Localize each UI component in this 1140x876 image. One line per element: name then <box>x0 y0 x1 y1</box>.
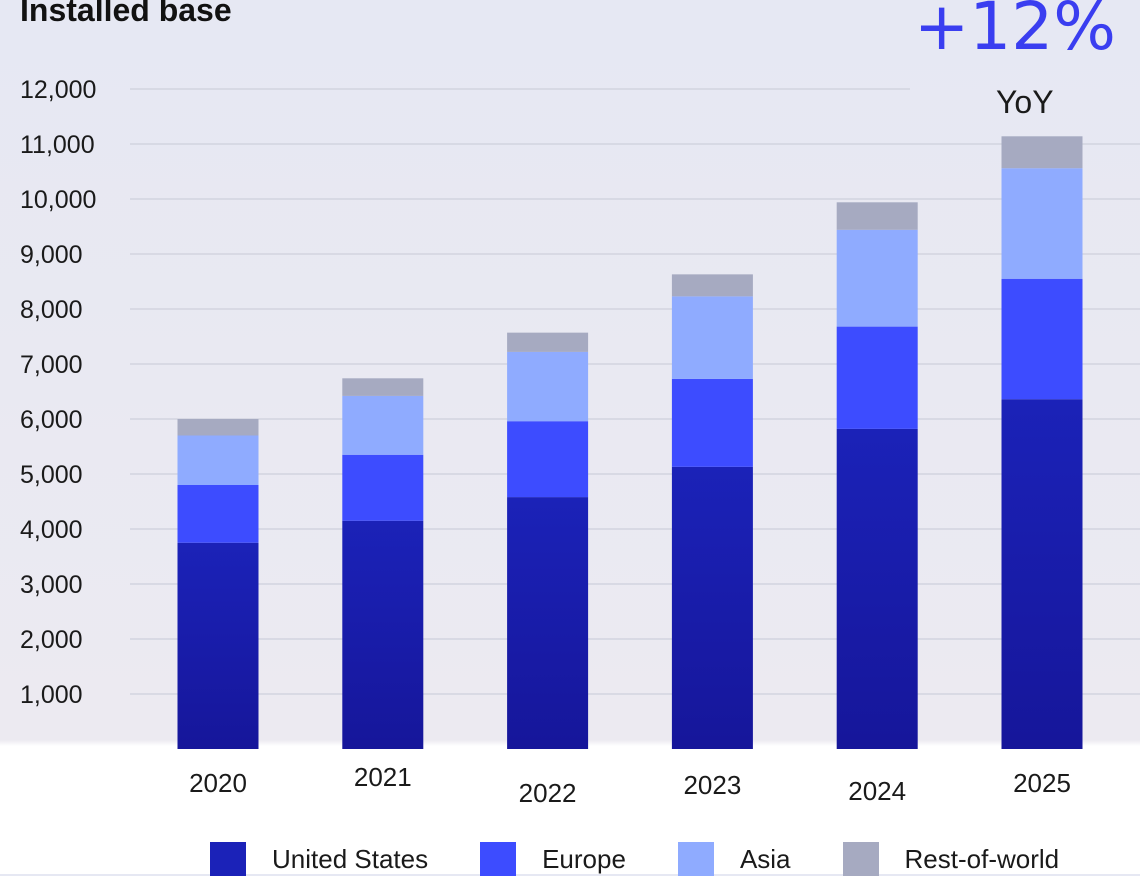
bar-asia-2020 <box>177 435 259 485</box>
legend-item: Europe <box>480 842 626 876</box>
bars <box>177 136 1083 749</box>
bar-asia-2022 <box>507 351 589 422</box>
bar-united-states-2023 <box>671 466 753 749</box>
chart-title: Installed base <box>20 0 232 28</box>
bar-asia-2025 <box>1001 168 1083 279</box>
bar-rest-of-world-2021 <box>342 378 424 396</box>
bar-rest-of-world-2025 <box>1001 136 1083 169</box>
bar-rest-of-world-2020 <box>177 419 259 436</box>
y-tick-label: 12,000 <box>20 76 96 104</box>
legend-swatch <box>677 842 714 876</box>
y-tick-label: 8,000 <box>20 296 83 324</box>
x-tick-label: 2024 <box>848 776 906 806</box>
bar-united-states-2022 <box>507 497 589 749</box>
x-axis-ticks: 2020 2021 2022 2023 2024 2025 <box>189 762 1071 808</box>
bar-rest-of-world-2024 <box>836 202 918 230</box>
x-tick-label: 2021 <box>354 762 412 792</box>
legend-item: United States <box>210 842 428 876</box>
bar-rest-of-world-2022 <box>507 332 589 352</box>
bar-united-states-2021 <box>342 520 424 749</box>
legend-label: Europe <box>542 843 626 874</box>
bar-europe-2021 <box>342 454 424 521</box>
yoy-growth-value: +12% <box>914 0 1116 65</box>
gridlines <box>130 88 1140 695</box>
bar-asia-2021 <box>342 395 424 455</box>
bar-asia-2023 <box>671 296 753 379</box>
y-tick-label: 10,000 <box>20 186 96 214</box>
y-tick-label: 1,000 <box>20 681 83 709</box>
bar-asia-2024 <box>836 229 918 327</box>
yoy-growth-caption: YoY <box>996 84 1054 120</box>
legend-swatch <box>480 842 517 876</box>
y-tick-label: 5,000 <box>20 461 83 489</box>
bar-europe-2020 <box>177 485 259 543</box>
legend-item: Asia <box>677 842 791 876</box>
bar-united-states-2025 <box>1001 399 1083 749</box>
bar-united-states-2020 <box>177 542 259 749</box>
bar-europe-2025 <box>1001 278 1083 400</box>
bar-rest-of-world-2023 <box>671 274 753 297</box>
y-axis-ticks: 1,000 2,000 3,000 4,000 5,000 6,000 7,000 8,000… <box>20 76 96 709</box>
legend-item: Rest-of-world <box>842 842 1060 876</box>
y-tick-label: 7,000 <box>20 351 83 379</box>
legend-swatch <box>210 842 246 876</box>
legend: United States Europe Asia Rest-of-world <box>210 842 1059 876</box>
legend-swatch <box>842 842 879 876</box>
bar-united-states-2024 <box>836 428 918 749</box>
y-tick-label: 9,000 <box>20 241 83 269</box>
bar-europe-2024 <box>836 326 918 429</box>
legend-label: Asia <box>739 843 791 874</box>
x-tick-label: 2022 <box>519 778 577 808</box>
y-tick-label: 2,000 <box>20 626 83 654</box>
y-tick-label: 11,000 <box>20 131 95 159</box>
legend-label: United States <box>272 843 429 874</box>
x-tick-label: 2023 <box>683 770 741 800</box>
y-tick-label: 3,000 <box>20 571 83 599</box>
legend-label: Rest-of-world <box>904 843 1060 874</box>
y-tick-label: 6,000 <box>20 406 83 434</box>
bar-europe-2022 <box>507 421 589 498</box>
bar-europe-2023 <box>671 378 753 467</box>
y-tick-label: 4,000 <box>20 516 83 544</box>
x-tick-label: 2020 <box>189 768 247 798</box>
x-tick-label: 2025 <box>1013 768 1071 798</box>
